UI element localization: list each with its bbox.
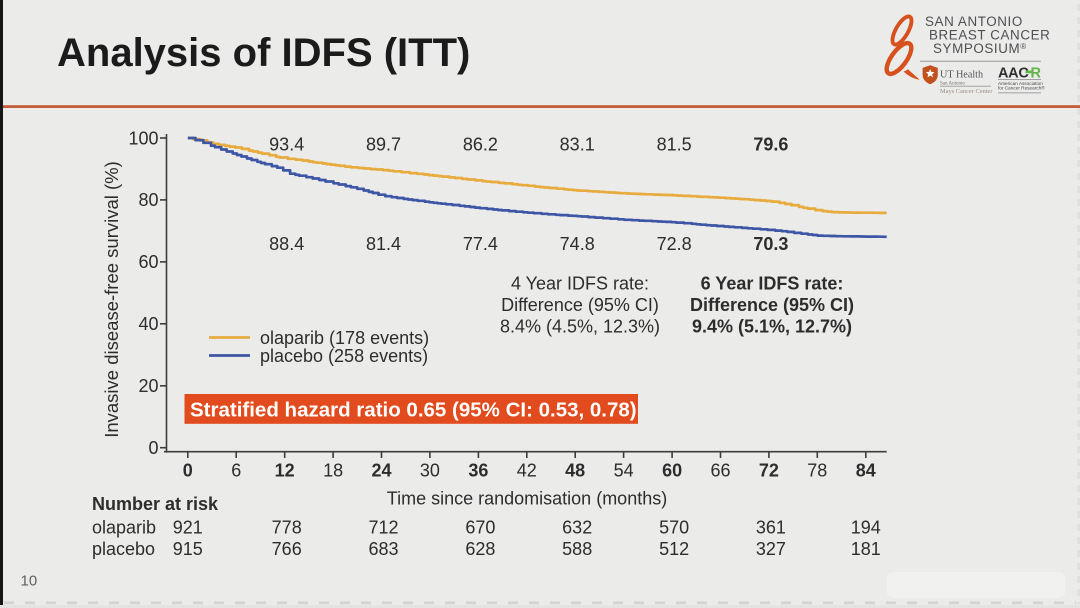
svg-text:BREAST CANCER: BREAST CANCER [929,28,1050,43]
svg-text:36: 36 [468,461,488,481]
svg-text:placebo: placebo [92,539,155,559]
svg-text:R: R [1031,65,1042,81]
svg-text:78: 78 [807,461,827,481]
svg-text:74.8: 74.8 [560,234,595,254]
svg-text:683: 683 [368,539,398,559]
svg-text:588: 588 [562,539,592,559]
svg-text:American Association: American Association [998,81,1043,86]
svg-text:88.4: 88.4 [269,234,304,254]
svg-text:0: 0 [183,461,193,481]
svg-text:Analysis of IDFS (ITT): Analysis of IDFS (ITT) [57,31,470,75]
svg-text:6 Year IDFS rate:: 6 Year IDFS rate: [701,274,844,294]
svg-text:Mays Cancer Center: Mays Cancer Center [940,88,993,95]
svg-text:81.5: 81.5 [657,135,692,155]
svg-text:60: 60 [662,461,682,481]
svg-text:60: 60 [138,252,158,272]
svg-text:512: 512 [659,539,689,559]
svg-text:4 Year IDFS rate:: 4 Year IDFS rate: [511,274,649,294]
svg-text:628: 628 [465,539,495,559]
svg-text:72.8: 72.8 [657,234,692,254]
svg-text:670: 670 [465,518,495,538]
svg-text:12: 12 [275,461,295,481]
svg-text:327: 327 [756,539,786,559]
svg-text:AAC: AAC [998,65,1029,81]
svg-text:SAN ANTONIO: SAN ANTONIO [925,14,1023,29]
svg-text:570: 570 [659,518,689,538]
svg-text:93.4: 93.4 [269,135,304,155]
svg-text:766: 766 [272,539,302,559]
svg-text:9.4% (5.1%, 12.7%): 9.4% (5.1%, 12.7%) [692,317,852,337]
svg-text:66: 66 [710,461,730,481]
svg-text:Time since randomisation (mont: Time since randomisation (months) [387,489,667,509]
svg-text:915: 915 [173,539,203,559]
svg-text:for Cancer Research®: for Cancer Research® [998,85,1045,91]
svg-text:100: 100 [128,128,158,148]
svg-text:84: 84 [856,461,876,481]
svg-text:42: 42 [517,461,537,481]
svg-text:70.3: 70.3 [753,234,788,254]
svg-text:olaparib (178 events): olaparib (178 events) [260,328,429,348]
svg-text:20: 20 [138,376,158,396]
svg-text:Difference (95% CI): Difference (95% CI) [690,295,854,315]
svg-text:10: 10 [21,573,38,590]
svg-text:712: 712 [368,518,398,538]
svg-text:361: 361 [756,518,786,538]
svg-text:181: 181 [851,539,881,559]
svg-text:921: 921 [173,518,203,538]
svg-text:placebo (258 events): placebo (258 events) [260,346,428,366]
svg-text:30: 30 [420,461,440,481]
svg-text:194: 194 [851,518,881,538]
svg-text:778: 778 [272,518,302,538]
svg-text:80: 80 [138,190,158,210]
svg-text:77.4: 77.4 [463,234,498,254]
svg-text:8.4% (4.5%, 12.3%): 8.4% (4.5%, 12.3%) [500,317,660,337]
svg-text:6: 6 [231,461,241,481]
svg-text:Invasive disease-free survival: Invasive disease-free survival (%) [101,161,122,438]
svg-text:Number at risk: Number at risk [92,494,219,514]
svg-text:24: 24 [371,461,391,481]
svg-text:83.1: 83.1 [560,135,595,155]
svg-text:72: 72 [759,461,779,481]
svg-text:89.7: 89.7 [366,135,401,155]
svg-text:632: 632 [562,518,592,538]
svg-text:86.2: 86.2 [463,135,498,155]
svg-text:48: 48 [565,461,585,481]
svg-text:79.6: 79.6 [753,135,788,155]
svg-text:18: 18 [323,461,343,481]
svg-text:0: 0 [148,438,158,458]
svg-text:54: 54 [614,461,634,481]
svg-text:San Antonio: San Antonio [940,81,965,86]
svg-text:SYMPOSIUM®: SYMPOSIUM® [933,41,1027,56]
svg-text:Stratified hazard ratio 0.65 (: Stratified hazard ratio 0.65 (95% CI: 0.… [190,399,637,422]
svg-text:UT Health: UT Health [940,70,983,81]
svg-text:81.4: 81.4 [366,234,401,254]
svg-text:40: 40 [138,314,158,334]
svg-text:Difference (95% CI): Difference (95% CI) [501,295,659,315]
svg-text:olaparib: olaparib [92,518,156,538]
